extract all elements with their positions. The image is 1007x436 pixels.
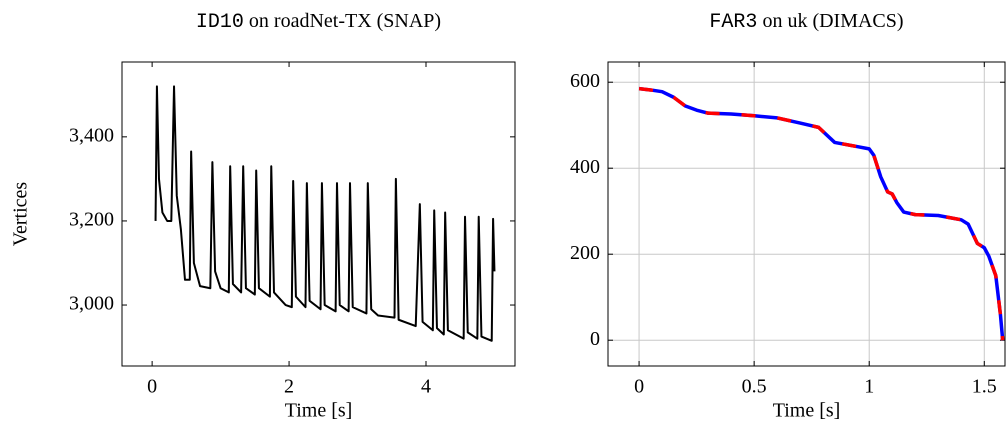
- y-tick-label: 600: [570, 70, 600, 92]
- x-tick-label: 0.5: [742, 376, 767, 398]
- x-tick-label: 4: [421, 376, 431, 398]
- y-tick-label: 0: [590, 328, 600, 350]
- y-axis-label: Vertices: [10, 182, 32, 247]
- y-tick-label: 3,000: [69, 293, 114, 315]
- y-tick-label: 3,400: [69, 124, 114, 146]
- plot-frame: [121, 61, 516, 367]
- x-tick-label: 1.5: [972, 376, 997, 398]
- title-code: ID10: [196, 11, 244, 34]
- x-axis-label: Time [s]: [773, 400, 841, 422]
- title-text: on uk (DIMACS): [762, 10, 903, 32]
- y-tick-label: 400: [570, 156, 600, 178]
- x-tick-label: 0: [634, 376, 644, 398]
- x-tick-label: 2: [284, 376, 294, 398]
- chart-title: FAR3 on uk (DIMACS): [709, 10, 903, 35]
- x-axis-label: Time [s]: [285, 400, 353, 422]
- y-tick-label: 200: [570, 242, 600, 264]
- x-tick-label: 0: [147, 376, 157, 398]
- title-text: on roadNet-TX (SNAP): [249, 10, 441, 32]
- title-code: FAR3: [709, 11, 757, 34]
- plot-frame: [607, 61, 1006, 367]
- data-line-accent: [638, 86, 1005, 341]
- data-line: [154, 85, 496, 342]
- y-tick-label: 3,200: [69, 209, 114, 231]
- data-line: [638, 86, 1005, 341]
- chart-title: ID10 on roadNet-TX (SNAP): [196, 10, 441, 35]
- x-tick-label: 1: [864, 376, 874, 398]
